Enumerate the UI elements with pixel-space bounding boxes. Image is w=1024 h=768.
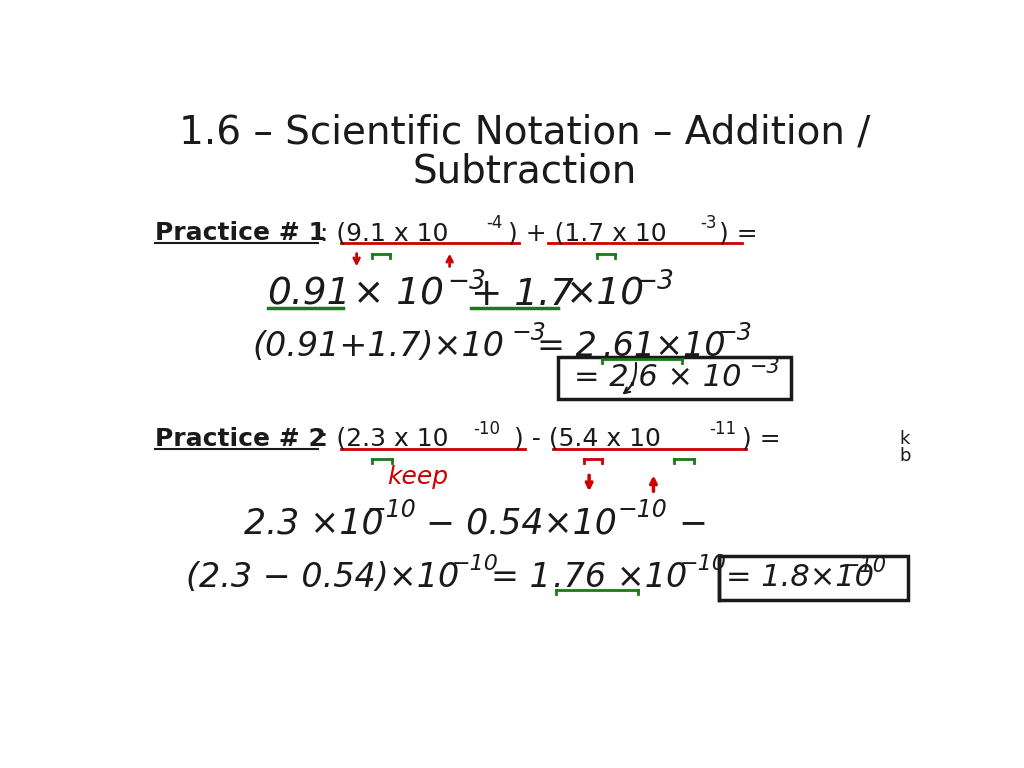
Text: ) - (5.4 x 10: ) - (5.4 x 10 (514, 427, 660, 451)
Text: −3: −3 (447, 269, 486, 295)
Text: −3: −3 (717, 321, 752, 345)
Text: Practice # 2: Practice # 2 (155, 427, 326, 451)
Text: = 1.8×10: = 1.8×10 (726, 563, 874, 592)
Text: 1.6 – Scientific Notation – Addition /: 1.6 – Scientific Notation – Addition / (179, 114, 870, 152)
Text: -3: -3 (700, 214, 717, 232)
Text: −3: −3 (750, 357, 780, 377)
Bar (719, 556, 908, 601)
Text: −10: −10 (617, 498, 668, 522)
Text: : (9.1 x 10: : (9.1 x 10 (321, 221, 449, 245)
Text: Subtraction: Subtraction (413, 153, 637, 190)
Text: − 0.54×10: − 0.54×10 (426, 506, 617, 541)
Text: = 2.6 × 10: = 2.6 × 10 (573, 363, 741, 392)
Text: 0.91: 0.91 (267, 276, 351, 313)
Text: ×10: ×10 (566, 276, 645, 313)
Text: k: k (899, 429, 909, 448)
Text: ) =: ) = (719, 221, 757, 245)
Text: −3: −3 (512, 321, 547, 345)
Text: keep: keep (388, 465, 449, 489)
Text: −10: −10 (680, 554, 727, 574)
Text: (2.3 − 0.54)×10: (2.3 − 0.54)×10 (186, 561, 460, 594)
Bar (558, 357, 791, 399)
Text: b: b (899, 448, 910, 465)
Text: + 1.7: + 1.7 (471, 276, 573, 313)
Text: 2.3 ×10: 2.3 ×10 (245, 506, 384, 541)
Text: = 2: = 2 (538, 329, 597, 362)
Text: ) =: ) = (741, 427, 780, 451)
Text: −10: −10 (452, 554, 499, 574)
Text: = 1: = 1 (490, 561, 551, 594)
Text: −3: −3 (636, 269, 675, 295)
Text: -4: -4 (486, 214, 503, 232)
Text: -10: -10 (473, 419, 500, 438)
Text: Practice # 1: Practice # 1 (155, 221, 326, 245)
Text: (0.91+1.7)×10: (0.91+1.7)×10 (252, 329, 504, 362)
Text: -11: -11 (710, 419, 736, 438)
Text: −: − (678, 506, 708, 541)
Text: × 10: × 10 (352, 276, 443, 313)
Text: −10: −10 (367, 498, 417, 522)
Text: −10: −10 (843, 557, 887, 577)
Text: ) + (1.7 x 10: ) + (1.7 x 10 (508, 221, 667, 245)
Text: .61×10: .61×10 (602, 329, 726, 362)
Text: : (2.3 x 10: : (2.3 x 10 (321, 427, 449, 451)
Text: .76 ×10: .76 ×10 (553, 561, 687, 594)
